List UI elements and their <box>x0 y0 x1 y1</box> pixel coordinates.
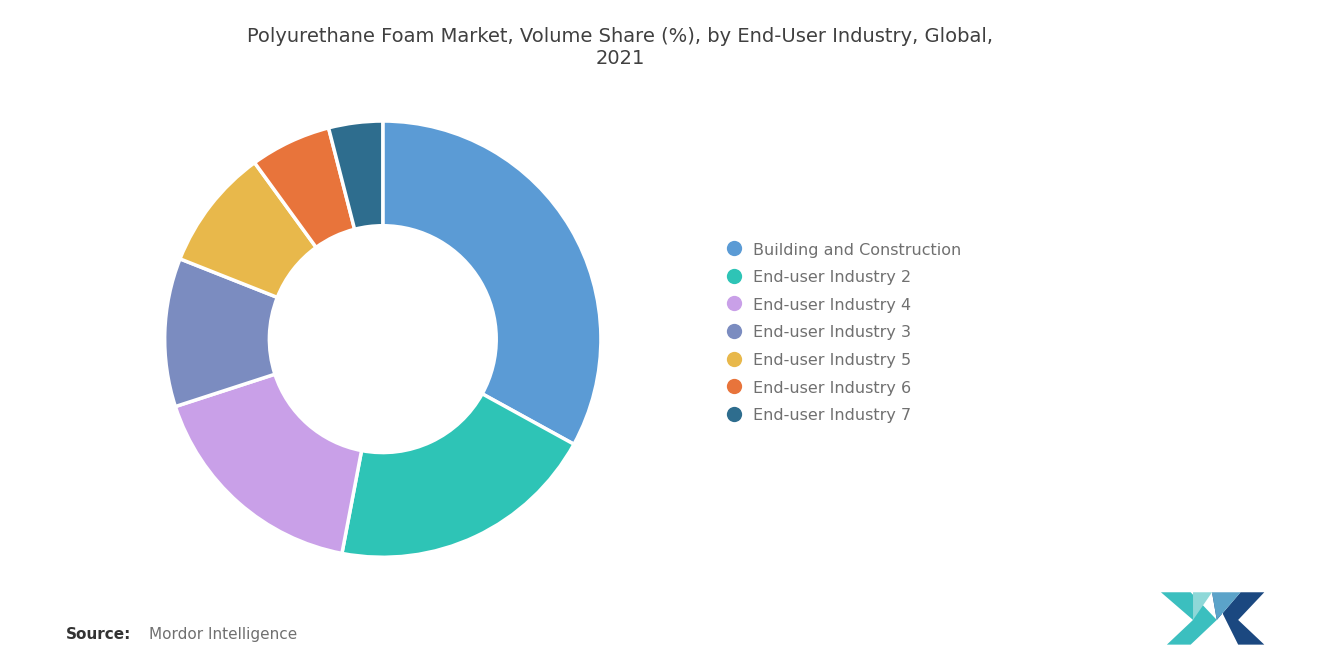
Wedge shape <box>342 394 574 557</box>
Wedge shape <box>383 121 601 444</box>
Polygon shape <box>1162 593 1217 644</box>
Polygon shape <box>1212 593 1241 620</box>
Wedge shape <box>165 259 277 406</box>
Text: Polyurethane Foam Market, Volume Share (%), by End-User Industry, Global,
2021: Polyurethane Foam Market, Volume Share (… <box>247 27 994 68</box>
Wedge shape <box>180 163 315 297</box>
Wedge shape <box>176 374 362 553</box>
Polygon shape <box>1212 593 1265 644</box>
Wedge shape <box>329 121 383 229</box>
Text: Mordor Intelligence: Mordor Intelligence <box>149 626 297 642</box>
Legend: Building and Construction, End-user Industry 2, End-user Industry 4, End-user In: Building and Construction, End-user Indu… <box>721 237 966 428</box>
Wedge shape <box>255 128 355 247</box>
Text: Source:: Source: <box>66 626 132 642</box>
Polygon shape <box>1193 593 1212 620</box>
